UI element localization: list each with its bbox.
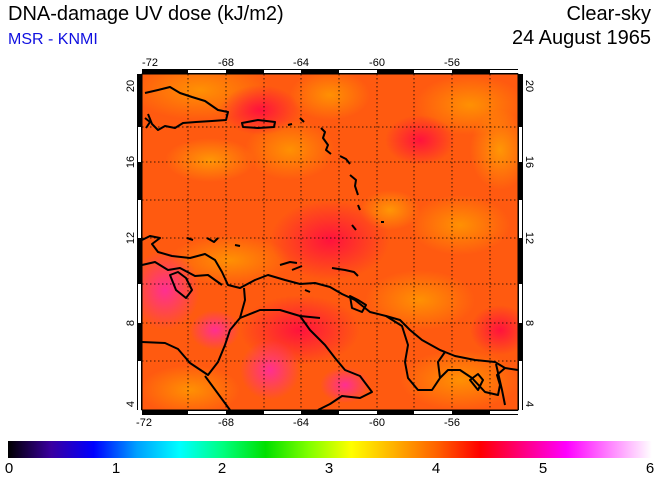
scale-label-0: 0 [4,460,14,477]
scale-label-2: 2 [217,460,227,477]
scale-label-1: 1 [111,460,121,477]
lat-tick-left-3: 16 [125,156,137,168]
lat-tick-right-2: 12 [523,232,535,244]
lon-tick-bottom-3: -60 [369,417,385,429]
graticule [142,74,518,410]
lat-tick-right-4: 20 [523,80,535,92]
scale-label-5: 5 [538,460,548,477]
lon-tick-top-2: -64 [293,57,309,69]
lon-tick-bottom-0: -72 [136,417,152,429]
lat-tick-left-2: 12 [125,232,137,244]
sky-condition-label: Clear-sky [566,3,651,25]
lon-tick-top-4: -56 [444,57,460,69]
lat-tick-left-1: 8 [125,320,137,326]
lat-tick-right-1: 8 [523,320,535,326]
map-frame [137,69,523,415]
scale-label-3: 3 [324,460,334,477]
lat-tick-right-0: 4 [523,401,535,407]
lon-tick-top-1: -68 [218,57,234,69]
color-scale-bar [8,441,652,458]
lon-tick-bottom-4: -56 [444,417,460,429]
lat-tick-left-4: 20 [125,80,137,92]
lon-tick-top-3: -60 [369,57,385,69]
lat-tick-left-0: 4 [125,401,137,407]
lon-tick-bottom-2: -64 [293,417,309,429]
scale-label-6: 6 [645,460,655,477]
scale-label-4: 4 [431,460,441,477]
date-label: 24 August 1965 [511,27,651,49]
coastlines [141,86,519,411]
lon-tick-bottom-1: -68 [218,417,234,429]
lat-tick-right-3: 16 [523,156,535,168]
credit-label: MSR - KNMI [8,31,98,48]
lon-tick-top-0: -72 [142,57,158,69]
map-title: DNA-damage UV dose (kJ/m2) [8,3,284,25]
